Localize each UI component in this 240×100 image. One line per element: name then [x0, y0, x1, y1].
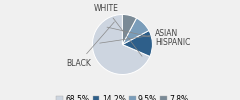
Wedge shape — [122, 18, 149, 44]
Text: BLACK: BLACK — [66, 22, 114, 68]
Wedge shape — [92, 14, 150, 74]
Text: ASIAN: ASIAN — [100, 29, 179, 43]
Text: HISPANIC: HISPANIC — [107, 27, 191, 47]
Legend: 68.5%, 14.2%, 9.5%, 7.8%: 68.5%, 14.2%, 9.5%, 7.8% — [53, 92, 192, 100]
Wedge shape — [122, 14, 137, 44]
Wedge shape — [122, 30, 152, 56]
Text: WHITE: WHITE — [93, 4, 142, 56]
